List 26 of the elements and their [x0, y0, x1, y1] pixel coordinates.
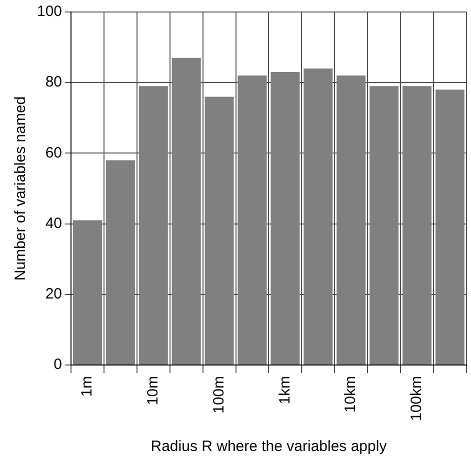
bar [435, 90, 464, 364]
x-tick-label: 100m [210, 376, 228, 414]
y-tick-label: 20 [45, 286, 62, 303]
x-tick-label: 1m [78, 376, 96, 397]
y-tick-label: 40 [45, 214, 62, 232]
bar [370, 86, 399, 364]
bar [73, 220, 102, 364]
bar [138, 86, 168, 364]
y-axis-title: Number of variables named [12, 96, 30, 281]
x-axis-title: Radius R where the variables apply [150, 438, 388, 456]
x-tick-label: 10km [342, 376, 360, 413]
bar [304, 68, 333, 364]
bar [204, 96, 234, 364]
x-tick-label: 100km [408, 376, 426, 422]
y-tick-label: 0 [54, 356, 62, 374]
bar [270, 72, 300, 364]
bar [402, 86, 432, 364]
bar [106, 160, 135, 364]
x-tick-label: 10m [144, 376, 162, 406]
y-tick-label: 100 [36, 3, 62, 20]
x-tick-label: 1km [276, 376, 294, 404]
y-tick-label: 80 [45, 74, 62, 91]
bar [172, 58, 201, 364]
y-tick-label: 60 [45, 144, 62, 162]
bar [336, 76, 366, 364]
bar [238, 76, 267, 364]
